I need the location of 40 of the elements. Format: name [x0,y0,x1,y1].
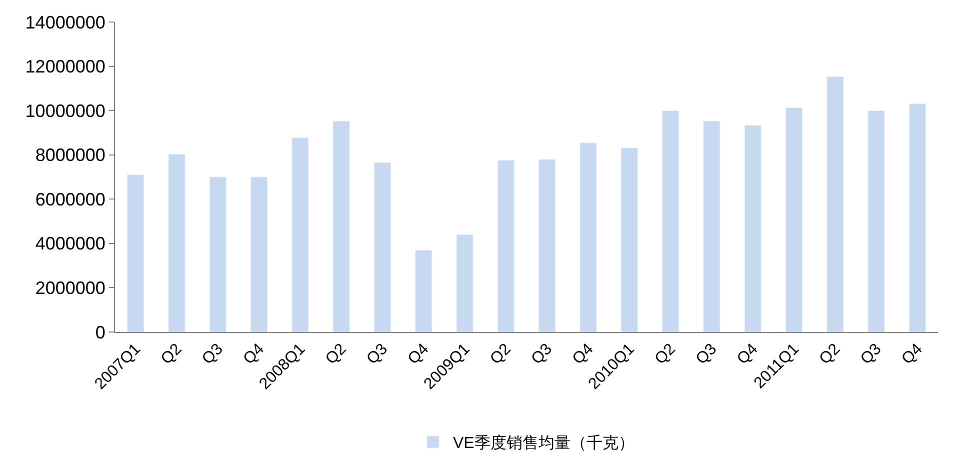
bar [168,154,186,332]
y-tick-label: 14000000 [25,12,106,32]
bar [826,76,844,332]
x-tick-label: Q3 [364,340,392,368]
bar [497,160,514,332]
y-tick-label: 4000000 [35,234,106,254]
x-tick-label: Q3 [528,340,556,368]
x-tick-label: Q2 [487,340,514,368]
x-tick-label: Q2 [158,340,186,368]
bar [415,250,432,332]
bar [580,142,597,332]
bar [250,176,268,332]
bar [786,107,802,332]
x-tick-label: Q3 [858,340,885,368]
bar [374,162,391,332]
bar [908,103,926,332]
bar [127,174,144,332]
bar [662,110,680,332]
y-tick-label: 2000000 [35,278,106,298]
y-tick-label: 0 [95,322,106,342]
y-tick-label: 12000000 [25,56,106,77]
x-tick-label: Q2 [652,340,680,368]
bar [456,234,474,332]
x-tick-label: Q2 [816,340,844,368]
x-tick-label: Q3 [199,340,226,368]
bar [744,125,762,332]
x-tick-label: Q4 [898,340,926,368]
bar [209,176,226,332]
x-tick-label: Q3 [693,340,720,368]
bar [703,120,720,332]
bar [292,138,309,332]
y-tick-label: 8000000 [35,145,106,166]
bar [332,120,350,332]
x-tick-label: Q2 [322,340,350,368]
bar [538,159,556,332]
y-tick-label: 6000000 [35,189,106,210]
bar [620,148,638,332]
legend-label: VE季度销售均量（千克） [453,434,634,452]
y-tick-label: 10000000 [25,100,106,121]
bar [868,110,885,332]
